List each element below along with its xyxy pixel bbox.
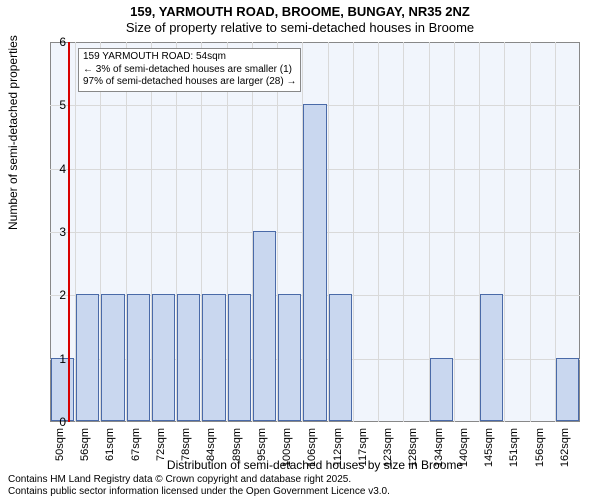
attribution-line-1: Contains HM Land Registry data © Crown c… — [8, 474, 351, 485]
annotation-line-2: ← 3% of semi-detached houses are smaller… — [83, 64, 292, 75]
chart-container: 159, YARMOUTH ROAD, BROOME, BUNGAY, NR35… — [0, 0, 600, 500]
gridline-v — [454, 42, 455, 422]
bar — [228, 294, 251, 421]
property-marker-line — [68, 42, 70, 422]
y-tick-label: 2 — [36, 288, 66, 302]
y-tick-label: 6 — [36, 35, 66, 49]
y-tick-label: 3 — [36, 225, 66, 239]
bar — [480, 294, 503, 421]
bar — [51, 358, 74, 421]
annotation-box: 159 YARMOUTH ROAD: 54sqm ← 3% of semi-det… — [78, 48, 301, 92]
gridline-v — [378, 42, 379, 422]
annotation-line-1: 159 YARMOUTH ROAD: 54sqm — [83, 51, 226, 62]
bar — [278, 294, 301, 421]
bar — [202, 294, 225, 421]
gridline-v — [353, 42, 354, 422]
bar — [177, 294, 200, 421]
y-tick-label: 0 — [36, 415, 66, 429]
gridline-v — [504, 42, 505, 422]
chart-title: 159, YARMOUTH ROAD, BROOME, BUNGAY, NR35… — [0, 4, 600, 37]
bar — [430, 358, 453, 421]
y-tick-label: 1 — [36, 352, 66, 366]
bar — [101, 294, 124, 421]
bar — [556, 358, 579, 421]
x-axis-label: Distribution of semi-detached houses by … — [50, 458, 580, 472]
title-line-1: 159, YARMOUTH ROAD, BROOME, BUNGAY, NR35… — [130, 4, 470, 19]
bar — [303, 104, 326, 421]
attribution-line-2: Contains public sector information licen… — [8, 486, 390, 497]
attribution-text: Contains HM Land Registry data © Crown c… — [8, 474, 390, 498]
gridline-v — [403, 42, 404, 422]
plot-area: 159 YARMOUTH ROAD: 54sqm ← 3% of semi-det… — [50, 42, 580, 422]
y-tick-label: 5 — [36, 98, 66, 112]
bar — [253, 231, 276, 421]
y-axis-label: Number of semi-detached properties — [6, 35, 20, 230]
gridline-v — [530, 42, 531, 422]
bar — [152, 294, 175, 421]
annotation-line-3: 97% of semi-detached houses are larger (… — [83, 76, 296, 87]
bar — [76, 294, 99, 421]
y-tick-label: 4 — [36, 162, 66, 176]
title-line-2: Size of property relative to semi-detach… — [126, 20, 474, 35]
bar — [329, 294, 352, 421]
bar — [127, 294, 150, 421]
